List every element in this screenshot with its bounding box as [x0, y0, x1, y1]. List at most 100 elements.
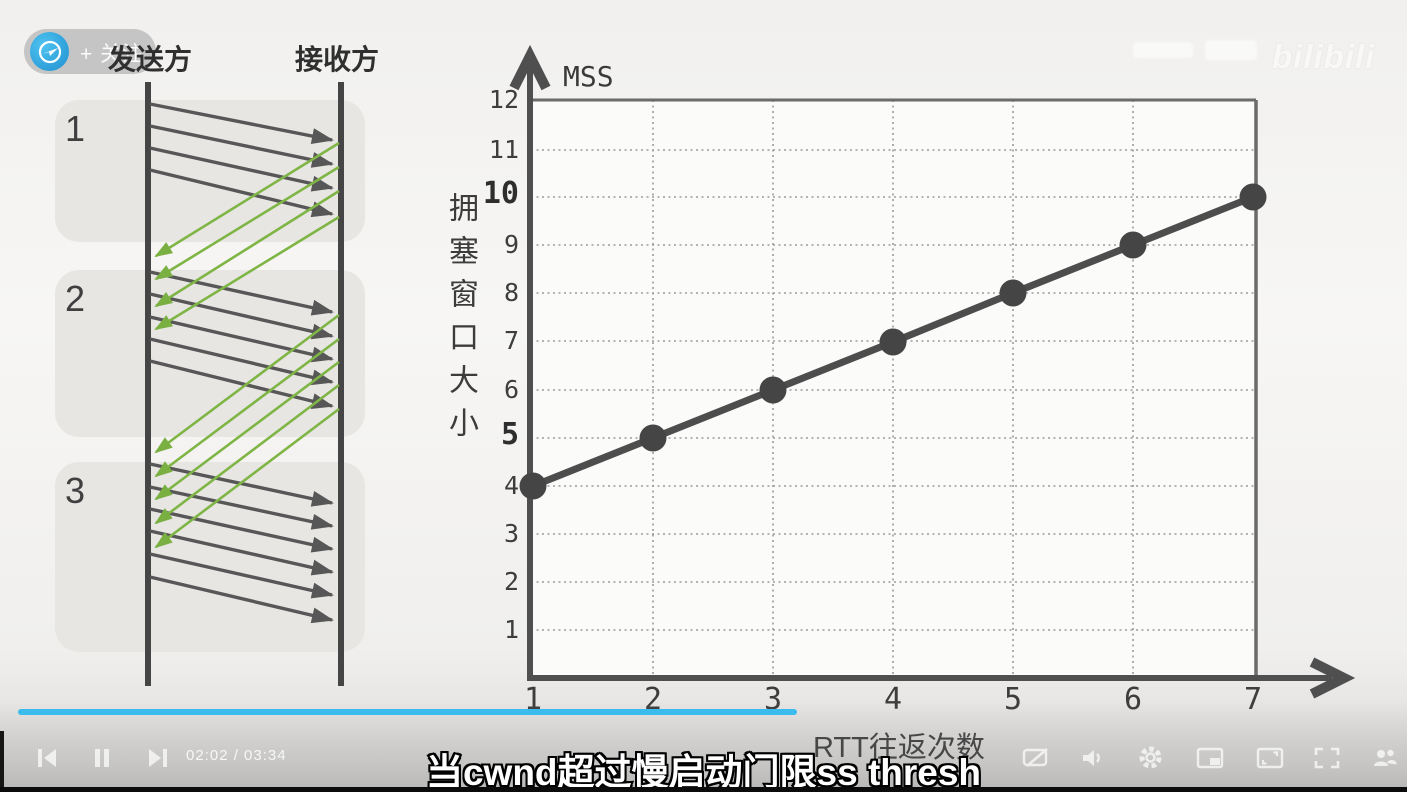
members-button[interactable]: [1372, 746, 1398, 770]
y-axis-title: 拥塞窗口大小: [444, 192, 477, 450]
y-tick: 10: [482, 176, 519, 211]
axes: [509, 44, 1356, 699]
x-tick: 6: [1103, 682, 1163, 717]
frame-edge: [0, 731, 4, 792]
ack-arrow: [154, 407, 340, 549]
members-icon: [1374, 749, 1397, 766]
miniplayer-button[interactable]: [1196, 747, 1224, 769]
data-arrow: [149, 270, 334, 316]
data-point: [519, 472, 547, 500]
round-box-1: 1: [55, 100, 365, 242]
data-point: [999, 279, 1027, 307]
next-icon: [149, 749, 167, 767]
x-tick: 3: [743, 682, 803, 717]
follow-label: + 关注: [80, 43, 145, 66]
web-fullscreen-icon: [1256, 747, 1284, 769]
volume-icon: [1083, 750, 1100, 766]
y-unit-label: MSS: [563, 60, 614, 93]
ack-arrow: [154, 189, 340, 308]
data-arrow: [149, 315, 334, 363]
ack-arrows: [154, 141, 340, 549]
ack-arrow: [154, 360, 340, 501]
danmaku-icon: [1022, 748, 1048, 767]
cwnd-points: [519, 183, 1267, 500]
data-point: [639, 424, 667, 452]
y-axis-arrowhead: [509, 44, 551, 91]
data-point: [879, 328, 907, 356]
y-tick: 5: [500, 417, 519, 452]
previous-icon: [38, 749, 56, 767]
y-tick: 8: [503, 278, 519, 307]
round-number: 3: [65, 470, 86, 511]
data-arrow: [149, 124, 334, 168]
x-tick: 7: [1223, 682, 1283, 717]
volume-button[interactable]: [1080, 746, 1106, 770]
y-tick: 2: [503, 567, 519, 596]
data-arrow: [149, 529, 334, 576]
danmaku-button[interactable]: [1022, 746, 1050, 770]
y-tick: 12: [488, 85, 519, 114]
ack-arrow: [154, 337, 340, 478]
x-tick: 1: [503, 682, 563, 717]
ack-arrow: [154, 141, 340, 258]
video-progress-bar[interactable]: [18, 709, 797, 715]
plane-logo-icon: [38, 40, 61, 63]
player-control-bar: [0, 700, 1407, 792]
round-number: 1: [65, 108, 86, 149]
lifelines: [145, 82, 344, 686]
data-arrows: [149, 102, 334, 624]
y-tick: 4: [503, 471, 519, 500]
y-tick: 6: [503, 375, 519, 404]
data-arrow: [149, 552, 334, 599]
watermark-blur: [1133, 42, 1193, 58]
x-axis-title: RTT往返次数: [813, 732, 985, 764]
ack-arrow: [154, 215, 340, 331]
data-arrow: [149, 507, 334, 553]
pause-icon: [95, 749, 109, 767]
subtitle-text: 当cwnd超过慢启动门限ss thresh: [424, 750, 983, 792]
miniplayer-icon: [1196, 747, 1224, 769]
pause-button[interactable]: [93, 747, 111, 769]
y-tick: 7: [503, 326, 519, 355]
round-number: 2: [65, 278, 86, 319]
plot-area: [530, 100, 1256, 678]
x-tick: 5: [983, 682, 1043, 717]
settings-button[interactable]: [1138, 745, 1163, 770]
x-tick: 4: [863, 682, 923, 717]
data-arrow: [149, 575, 334, 624]
previous-button[interactable]: [36, 747, 58, 769]
receiver-label: 接收方: [294, 44, 379, 75]
web-fullscreen-button[interactable]: [1256, 747, 1284, 769]
x-tick: 2: [623, 682, 683, 717]
data-arrow: [149, 359, 334, 409]
next-button[interactable]: [147, 747, 169, 769]
watermark-blur: [1205, 40, 1257, 60]
data-arrow: [149, 146, 334, 192]
data-arrow: [149, 485, 334, 530]
data-point: [759, 376, 787, 404]
data-arrow: [149, 168, 334, 218]
settings-gear-icon: [1139, 746, 1162, 769]
time-display: 02:02 / 03:34: [186, 747, 287, 764]
fullscreen-icon: [1314, 747, 1340, 769]
y-tick: 11: [488, 135, 519, 164]
y-tick: 1: [503, 615, 519, 644]
data-arrow: [149, 102, 334, 144]
y-tick: 9: [503, 230, 519, 259]
fullscreen-button[interactable]: [1314, 747, 1340, 769]
data-point: [1119, 231, 1147, 259]
frame-edge: [0, 787, 1407, 792]
data-arrow: [149, 337, 334, 386]
data-point: [1239, 183, 1267, 211]
follow-button[interactable]: + 关注: [24, 29, 156, 74]
x-axis-arrowhead: [1309, 657, 1356, 699]
ack-arrow: [154, 165, 340, 281]
ack-arrow: [154, 383, 340, 525]
bilibili-watermark: bilibili: [1272, 38, 1376, 75]
ack-arrow: [154, 313, 340, 454]
y-tick: 3: [503, 519, 519, 548]
uploader-avatar[interactable]: [30, 32, 69, 71]
sender-label: 发送方: [107, 44, 192, 75]
